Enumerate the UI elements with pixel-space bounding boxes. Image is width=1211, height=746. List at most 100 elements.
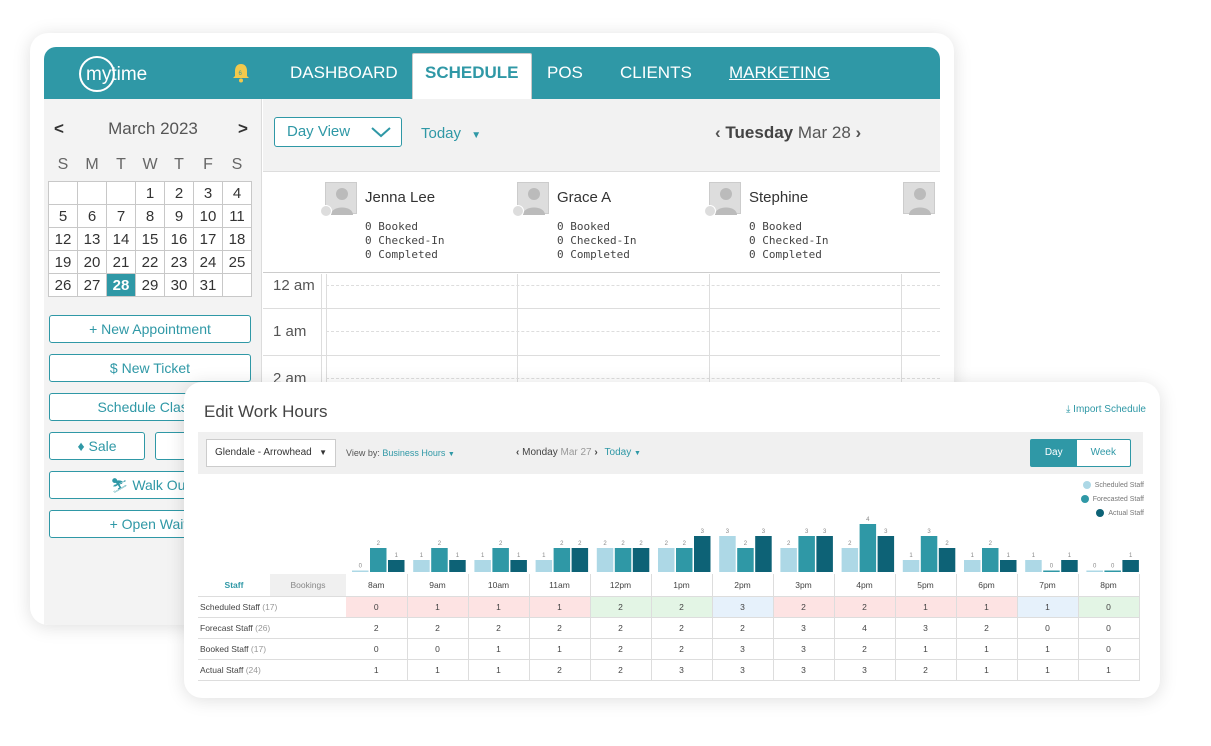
today-dropdown[interactable]: Today ▼ [421, 125, 481, 142]
table-cell: 2 [590, 617, 652, 639]
table-cell: 2 [529, 617, 591, 639]
table-cell: 1 [1017, 596, 1079, 618]
calendar-day[interactable]: 27 [77, 273, 107, 297]
table-cell: 3 [773, 638, 835, 660]
edit-work-hours-window: Edit Work Hours ⤓ Import Schedule Glenda… [184, 382, 1160, 698]
bar-value-label: 3 [701, 529, 705, 535]
view-select-value: Day View [287, 123, 351, 140]
calendar-day[interactable]: 1 [135, 181, 165, 205]
table-cell: 1 [529, 638, 591, 660]
column-divider [901, 274, 902, 434]
legend-label: Actual Staff [1108, 509, 1144, 517]
next-month-button[interactable]: > [238, 119, 248, 138]
calendar-day[interactable]: 4 [222, 181, 252, 205]
caret-down-icon: ▼ [471, 130, 482, 141]
calendar-day[interactable]: 19 [48, 250, 78, 274]
bar-forecasted-staff [614, 548, 632, 572]
calendar-day[interactable]: 8 [135, 204, 165, 228]
week-toggle[interactable]: Week [1090, 447, 1116, 458]
calendar-day[interactable]: 2 [164, 181, 194, 205]
day-toggle[interactable]: Day [1030, 440, 1077, 466]
tab-staff[interactable]: Staff [198, 574, 270, 596]
calendar-day[interactable]: 30 [164, 273, 194, 297]
table-cell: 2 [651, 617, 713, 639]
nav-clients[interactable]: CLIENTS [620, 63, 692, 82]
bar-forecasted-staff [982, 548, 999, 572]
staff-name: Grace A [557, 189, 612, 206]
calendar-day[interactable]: 7 [106, 204, 136, 228]
status-dot [512, 205, 524, 217]
view-by-control[interactable]: View by: Business Hours ▼ [346, 448, 455, 458]
bar-value-label: 2 [744, 541, 748, 547]
new-ticket-button[interactable]: $ New Ticket [49, 354, 251, 382]
new-appointment-button[interactable]: + New Appointment [49, 315, 251, 343]
import-schedule-link[interactable]: ⤓ Import Schedule [1066, 404, 1146, 415]
staff-avatar [903, 182, 935, 215]
bar-value-label: 3 [762, 529, 766, 535]
notification-bell-icon[interactable]: 6 [232, 63, 250, 83]
next-day-button[interactable]: › [594, 447, 598, 458]
calendar-day[interactable]: 31 [193, 273, 223, 297]
calendar-day[interactable]: 17 [193, 227, 223, 251]
calendar-day[interactable]: 18 [222, 227, 252, 251]
prev-day-button[interactable]: ‹ [516, 447, 520, 458]
calendar-day[interactable]: 11 [222, 204, 252, 228]
calendar-day[interactable]: 13 [77, 227, 107, 251]
legend-actual: Actual Staff [1096, 509, 1144, 517]
table-cell: 1 [468, 659, 530, 681]
calendar-day[interactable]: 9 [164, 204, 194, 228]
bar-value-label: 4 [866, 517, 870, 523]
nav-dashboard[interactable]: DASHBOARD [290, 63, 398, 82]
bar-scheduled-staff [658, 548, 675, 572]
calendar-day[interactable]: 22 [135, 250, 165, 274]
next-day-button[interactable]: › [855, 123, 862, 142]
bar-scheduled-staff [964, 560, 981, 572]
date-navigator: ‹ Tuesday Mar 28 › [715, 123, 861, 143]
bar-forecasted-staff [492, 548, 509, 572]
calendar-day[interactable]: 29 [135, 273, 165, 297]
calendar-day[interactable]: 21 [106, 250, 136, 274]
view-select[interactable]: Day View [274, 117, 402, 147]
legend-label: Scheduled Staff [1094, 481, 1144, 489]
hour-column-header: 6pm [956, 574, 1018, 597]
bar-value-label: 0 [359, 564, 363, 570]
calendar-day[interactable]: 25 [222, 250, 252, 274]
calendar-day[interactable]: 6 [77, 204, 107, 228]
calendar-day[interactable]: 16 [164, 227, 194, 251]
calendar-day[interactable]: 12 [48, 227, 78, 251]
nav-marketing[interactable]: MARKETING [729, 63, 831, 82]
calendar-day[interactable]: 23 [164, 250, 194, 274]
staff-completed-count: 0 Completed [365, 248, 438, 261]
calendar-day[interactable]: 5 [48, 204, 78, 228]
bar-value-label: 1 [1032, 553, 1036, 559]
table-cell: 1 [956, 596, 1018, 618]
table-cell: 2 [346, 617, 408, 639]
nav-schedule[interactable]: SCHEDULE [412, 53, 532, 99]
calendar-day[interactable]: 28 [106, 273, 136, 297]
table-cell: 1 [1017, 638, 1079, 660]
sale-button[interactable]: ♦ Sale [49, 432, 145, 460]
tab-bookings[interactable]: Bookings [270, 574, 346, 596]
calendar-day[interactable]: 3 [193, 181, 223, 205]
weekday-label: S [57, 156, 69, 173]
bar-value-label: 3 [726, 529, 730, 535]
calendar-day[interactable]: 10 [193, 204, 223, 228]
table-cell: 3 [712, 659, 774, 681]
prev-month-button[interactable]: < [54, 119, 64, 138]
calendar-day[interactable]: 15 [135, 227, 165, 251]
calendar-day[interactable]: 24 [193, 250, 223, 274]
bar-scheduled-staff [1025, 560, 1042, 572]
today-link[interactable]: Today [604, 447, 632, 458]
prev-day-button[interactable]: ‹ [715, 123, 721, 142]
calendar-day[interactable]: 14 [106, 227, 136, 251]
table-cell: 4 [834, 617, 896, 639]
table-cell: 2 [834, 596, 896, 618]
table-cell: 3 [712, 638, 774, 660]
calendar-day[interactable]: 26 [48, 273, 78, 297]
table-cell: 1 [956, 659, 1018, 681]
calendar-day[interactable]: 20 [77, 250, 107, 274]
nav-pos[interactable]: POS [547, 63, 583, 82]
location-select[interactable]: Glendale - Arrowhead ▼ [206, 439, 336, 467]
bar-value-label: 2 [665, 541, 669, 547]
bar-actual-staff [877, 536, 895, 572]
